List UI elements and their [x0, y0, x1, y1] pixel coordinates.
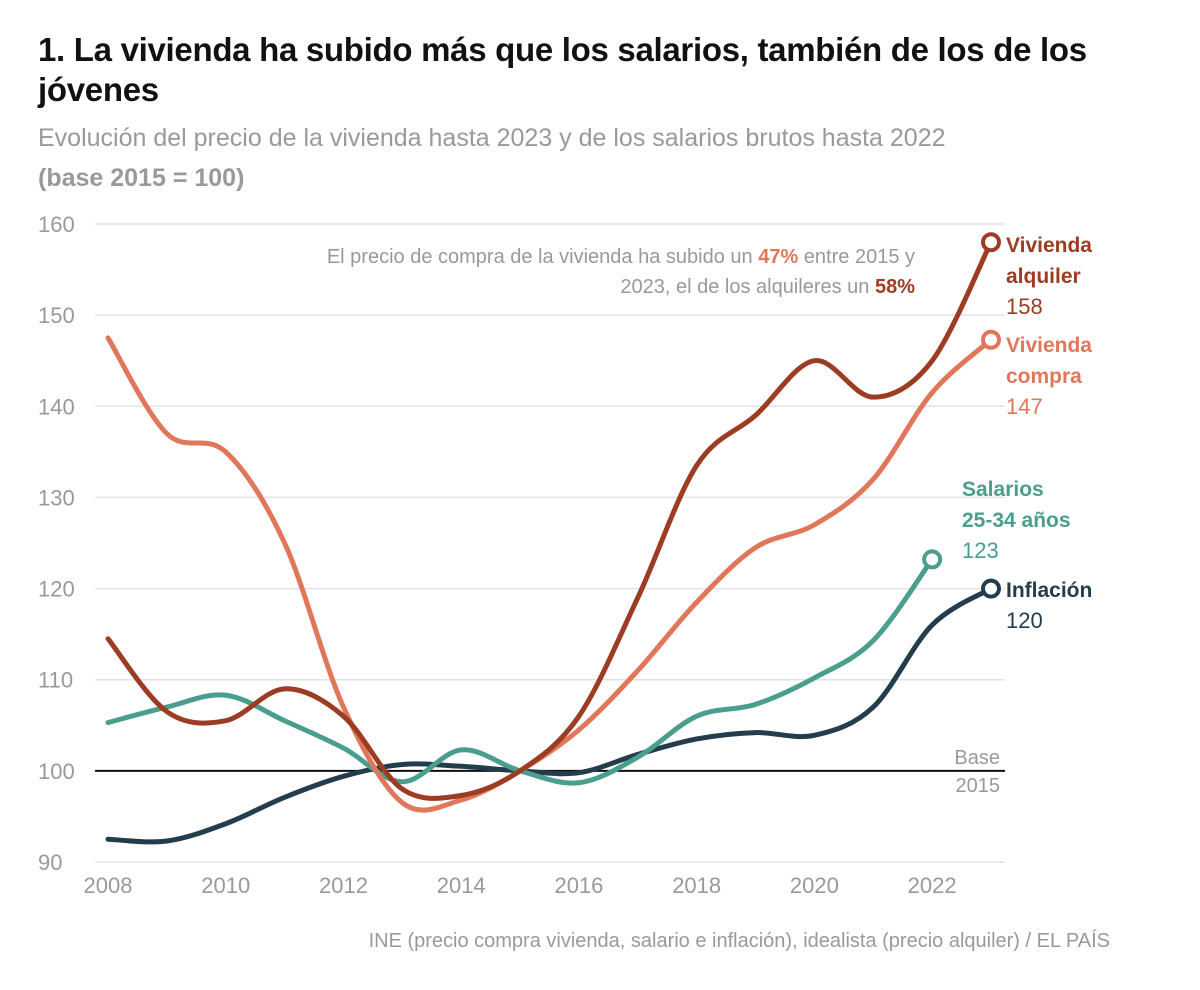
series-label: Vivienda [1006, 334, 1092, 357]
x-tick-label: 2010 [201, 873, 250, 898]
series-label: Vivienda [1006, 234, 1092, 257]
chart-subtitle: Evolución del precio de la vivienda hast… [38, 118, 1158, 198]
baseline-label: Base [954, 747, 1000, 769]
y-tick-label: 150 [38, 303, 75, 328]
annotation-line-1: El precio de compra de la vivienda ha su… [327, 246, 915, 268]
baseline-label: 2015 [956, 775, 1001, 797]
series-line-vivienda-compra [105, 335, 994, 813]
series-label: Salarios [962, 478, 1044, 501]
subtitle-text: Evolución del precio de la vivienda hast… [38, 124, 946, 152]
annotation-line-2: 2023, el de los alquileres un 58% [620, 276, 915, 298]
series-end-marker [922, 549, 943, 570]
x-tick-label: 2020 [790, 873, 839, 898]
y-tick-label: 100 [38, 759, 75, 784]
series-label: Inflación [1006, 579, 1092, 602]
subtitle-base: (base 2015 = 100) [38, 164, 245, 192]
chart-title: 1. La vivienda ha subido más que los sal… [38, 31, 1087, 108]
series-end-marker [981, 578, 1001, 599]
x-tick-label: 2012 [319, 873, 368, 898]
x-tick-label: 2018 [672, 873, 721, 898]
x-tick-label: 2008 [84, 873, 133, 898]
y-tick-label: 90 [38, 850, 62, 875]
y-tick-label: 120 [38, 577, 75, 602]
series-end-value: 120 [1006, 608, 1043, 633]
series-end-marker [981, 232, 1001, 253]
source-note: INE (precio compra vivienda, salario e i… [368, 930, 1110, 952]
series-end-marker [981, 329, 1001, 350]
series-label: compra [1006, 365, 1082, 388]
x-tick-label: 2014 [437, 873, 486, 898]
x-tick-label: 2022 [908, 873, 957, 898]
series-line-vivienda-alquiler [105, 239, 994, 801]
series-label: alquiler [1006, 265, 1081, 288]
x-tick-label: 2016 [554, 873, 603, 898]
series-line-inflaci-n [105, 586, 994, 845]
series-line-salarios-25-34-a-os [105, 556, 935, 786]
series-end-value: 147 [1006, 394, 1043, 419]
series-end-value: 158 [1006, 294, 1043, 319]
y-tick-label: 130 [38, 485, 75, 510]
series-label: 25-34 años [962, 509, 1071, 532]
y-tick-label: 110 [38, 668, 73, 693]
y-tick-label: 160 [38, 212, 75, 237]
series-end-value: 123 [962, 538, 999, 563]
y-tick-label: 140 [38, 394, 75, 419]
